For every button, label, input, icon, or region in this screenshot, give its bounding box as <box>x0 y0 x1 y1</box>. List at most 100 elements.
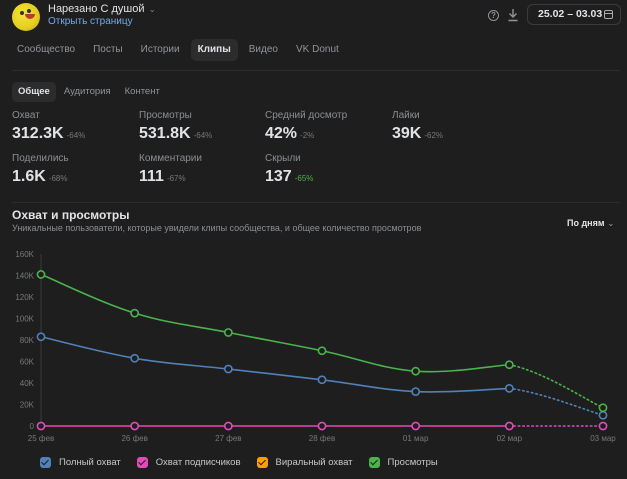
x-tick-label: 28 фев <box>309 434 335 443</box>
stat-label: Лайки <box>392 110 420 121</box>
legend-views[interactable]: Просмотры <box>368 457 438 468</box>
data-point-full_reach <box>130 353 140 363</box>
subtab-general[interactable]: Общее <box>12 82 56 102</box>
y-tick-label: 160K <box>15 250 34 259</box>
series-partial-line-full_reach <box>508 387 604 417</box>
checkbox-icon[interactable] <box>368 457 380 468</box>
stat-reach: Охват 312.3K -64% <box>12 110 85 146</box>
stat-value: 312.3K <box>12 125 64 142</box>
divider <box>12 70 620 71</box>
open-page-link[interactable]: Открыть страницу <box>48 16 133 27</box>
stat-value: 39K <box>392 125 422 142</box>
reach-views-chart: 0 20K 40K 60K 80K 100K 120K 140K 160K 25 фев 26 фе… <box>15 250 616 443</box>
legend-subscriber-reach[interactable]: Охват подписчиков <box>136 457 241 468</box>
avatar-mouth <box>25 14 35 19</box>
group-name-dropdown[interactable]: Нарезано С душой ⌄ <box>48 3 156 15</box>
tab-community[interactable]: Сообщество <box>17 44 76 55</box>
stat-label: Скрыли <box>265 153 301 164</box>
checkbox-icon[interactable] <box>136 457 148 468</box>
legend-label: Просмотры <box>387 457 438 468</box>
data-point-subscriber_reach <box>317 421 327 431</box>
data-point-views <box>504 360 514 370</box>
data-point-subscriber_reach <box>223 421 233 431</box>
series-line-full_reach <box>40 335 510 393</box>
date-range-value: 25.02 – 03.03 <box>538 8 603 20</box>
data-point-full_reach <box>504 383 514 393</box>
data-point-subscriber_reach <box>36 421 46 431</box>
legend-viral-reach[interactable]: Виральный охват <box>256 457 353 468</box>
stat-value: 137 <box>265 168 292 185</box>
stat-change: -65% <box>294 174 314 183</box>
checkbox-icon[interactable] <box>40 457 51 468</box>
stat-change: -64% <box>66 131 86 140</box>
legend-label: Виральный охват <box>275 457 353 468</box>
subtab-content[interactable]: Контент <box>124 86 160 97</box>
y-tick-label: 100K <box>15 315 34 324</box>
stat-value: 531.8K <box>139 125 191 142</box>
avatar-eye <box>20 11 24 15</box>
sub-tabs: Общее Аудитория Контент <box>12 82 166 102</box>
divider <box>12 202 620 203</box>
x-tick-label: 25 фев <box>28 434 54 443</box>
x-tick-label: 02 мар <box>497 434 523 443</box>
chart-subtitle: Уникальные пользователи, которые увидели… <box>12 223 422 233</box>
data-point-views <box>411 366 421 376</box>
stat-hidden: Скрыли 137 -65% <box>265 153 313 189</box>
x-tick-label: 01 мар <box>403 434 429 443</box>
data-point-subscriber_reach <box>504 421 514 431</box>
y-tick-label: 0 <box>30 422 35 431</box>
stat-change: -67% <box>166 174 186 183</box>
data-point-full_reach <box>411 387 421 396</box>
stat-value: 1.6K <box>12 168 46 185</box>
data-point-views <box>317 346 327 356</box>
data-point-views <box>598 403 608 413</box>
stat-label: Просмотры <box>139 110 192 121</box>
period-value: По дням <box>567 218 605 228</box>
subtab-audience[interactable]: Аудитория <box>63 86 111 97</box>
stat-shares: Поделились 1.6K -68% <box>12 153 69 189</box>
tab-video[interactable]: Видео <box>248 44 278 55</box>
date-range-picker[interactable]: 25.02 – 03.03 <box>527 4 621 25</box>
data-point-views <box>223 328 233 337</box>
data-point-views <box>36 270 46 279</box>
tab-clips[interactable]: Клипы <box>190 39 238 61</box>
main-tabs: Сообщество Посты Истории Клипы Видео VK … <box>10 39 346 61</box>
stat-comments: Комментарии 111 -67% <box>139 153 202 189</box>
stat-value: 111 <box>139 168 164 185</box>
x-tick-label: 27 фев <box>215 434 241 443</box>
data-point-subscriber_reach <box>598 421 608 431</box>
stat-label: Поделились <box>12 153 69 164</box>
chevron-down-icon: ⌄ <box>148 4 157 14</box>
data-point-views <box>130 308 140 318</box>
tab-posts[interactable]: Посты <box>93 44 123 55</box>
chart-title: Охват и просмотры <box>12 208 130 222</box>
y-tick-label: 40K <box>20 379 35 388</box>
tab-vk-donut[interactable]: VK Donut <box>295 44 339 55</box>
help-icon[interactable]: ? <box>488 10 499 21</box>
data-point-full_reach <box>317 375 327 385</box>
legend-label: Полный охват <box>59 457 121 468</box>
stat-avg-watch: Средний досмотр 42% -2% <box>265 110 347 146</box>
data-point-subscriber_reach <box>411 421 421 431</box>
y-tick-label: 60K <box>20 358 35 367</box>
page-header: Нарезано С душой ⌄ Открыть страницу ? 25.… <box>0 0 627 32</box>
stat-views: Просмотры 531.8K -64% <box>139 110 212 146</box>
stat-change: -68% <box>48 174 68 183</box>
avatar-eye <box>27 9 31 13</box>
stat-value: 42% <box>265 125 298 142</box>
download-icon[interactable] <box>507 8 519 22</box>
group-avatar[interactable] <box>12 3 40 31</box>
series-line-views <box>40 273 510 373</box>
stat-label: Охват <box>12 110 40 121</box>
checkbox-icon[interactable] <box>256 457 268 468</box>
period-select[interactable]: По дням ⌄ <box>567 218 614 228</box>
legend-full-reach[interactable]: Полный охват <box>40 457 121 468</box>
data-point-full_reach <box>36 332 46 342</box>
data-point-subscriber_reach <box>130 421 140 431</box>
legend-label: Охват подписчиков <box>155 457 241 468</box>
stat-likes: Лайки 39K -62% <box>392 110 443 146</box>
y-tick-label: 20K <box>20 401 35 410</box>
tab-stories[interactable]: Истории <box>140 44 180 55</box>
calendar-icon <box>604 10 613 19</box>
stat-change: -2% <box>300 131 315 140</box>
